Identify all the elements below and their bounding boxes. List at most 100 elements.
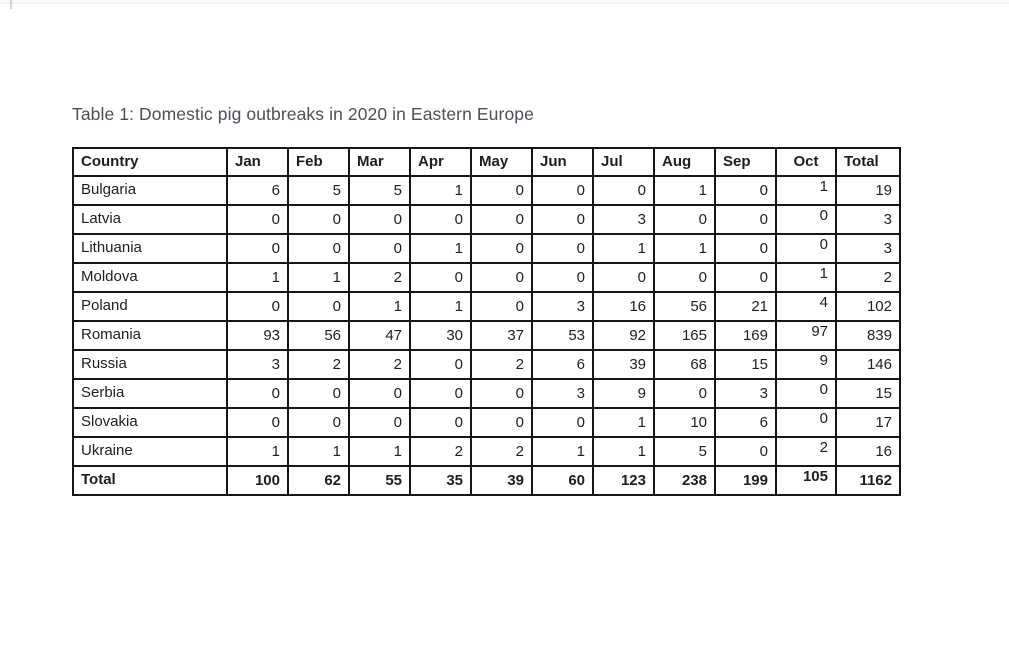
row-poland: Poland 0 0 1 1 0 3 16 56 21 4 102 <box>72 291 901 322</box>
row-bulgaria: Bulgaria 6 5 5 1 0 0 0 1 0 1 19 <box>72 175 901 206</box>
cell-jul: 0 <box>592 175 655 206</box>
cell-apr: 1 <box>409 175 472 206</box>
header-row: Country Jan Feb Mar Apr May Jun Jul Aug Sep Oct Tot… <box>72 147 901 177</box>
cell-sep: 0 <box>714 175 777 206</box>
cell-may: 0 <box>470 204 533 235</box>
cell-sep: 6 <box>714 407 777 438</box>
row-russia: Russia 3 2 2 0 2 6 39 68 15 9 146 <box>72 349 901 380</box>
cell-jun: 0 <box>531 175 594 206</box>
cell-country: Romania <box>72 320 228 351</box>
column-header-apr: Apr <box>409 147 472 177</box>
table-body: Bulgaria 6 5 5 1 0 0 0 1 0 1 19 Latvia 0 0 0 0 0 0 3 0 0 0 3 Lit… <box>72 175 901 496</box>
cell-jul: 1 <box>592 407 655 438</box>
cell-jul: 3 <box>592 204 655 235</box>
cell-jun: 0 <box>531 407 594 438</box>
cell-total: 15 <box>835 378 901 409</box>
cell-country: Lithuania <box>72 233 228 264</box>
cell-oct: 0 <box>775 407 837 438</box>
cell-oct: 2 <box>775 436 837 467</box>
cell-may: 0 <box>470 291 533 322</box>
cell-aug: 56 <box>653 291 716 322</box>
cell-feb: 0 <box>287 407 350 438</box>
cell-jul: 9 <box>592 378 655 409</box>
cell-mar: 0 <box>348 407 411 438</box>
cell-oct: 0 <box>775 233 837 264</box>
cell-jun: 3 <box>531 291 594 322</box>
cell-jul: 92 <box>592 320 655 351</box>
column-header-total: Total <box>835 147 901 177</box>
cell-country: Russia <box>72 349 228 380</box>
cell-feb: 56 <box>287 320 350 351</box>
cell-total: 146 <box>835 349 901 380</box>
cell-jan: 0 <box>226 378 289 409</box>
cell-apr: 0 <box>409 262 472 293</box>
cell-mar: 0 <box>348 378 411 409</box>
cell-jul: 1 <box>592 233 655 264</box>
cell-may: 0 <box>470 262 533 293</box>
cell-aug: 5 <box>653 436 716 467</box>
cell-feb: 2 <box>287 349 350 380</box>
cell-aug: 238 <box>653 465 716 496</box>
cell-country: Total <box>72 465 228 496</box>
table-caption: Table 1: Domestic pig outbreaks in 2020 … <box>72 104 534 124</box>
cell-total: 102 <box>835 291 901 322</box>
cell-oct: 1 <box>775 262 837 293</box>
cell-mar: 1 <box>348 436 411 467</box>
cell-jun: 0 <box>531 204 594 235</box>
cell-feb: 5 <box>287 175 350 206</box>
row-latvia: Latvia 0 0 0 0 0 0 3 0 0 0 3 <box>72 204 901 235</box>
cell-oct: 1 <box>775 175 837 206</box>
cell-oct: 97 <box>775 320 837 351</box>
row-lithuania: Lithuania 0 0 0 1 0 0 1 1 0 0 3 <box>72 233 901 264</box>
cell-sep: 21 <box>714 291 777 322</box>
cell-apr: 2 <box>409 436 472 467</box>
cell-aug: 0 <box>653 262 716 293</box>
cell-jun: 60 <box>531 465 594 496</box>
cell-mar: 1 <box>348 291 411 322</box>
cell-total: 19 <box>835 175 901 206</box>
cell-jan: 0 <box>226 233 289 264</box>
row-romania: Romania 93 56 47 30 37 53 92 165 169 97 839 <box>72 320 901 351</box>
cell-country: Serbia <box>72 378 228 409</box>
cell-mar: 0 <box>348 233 411 264</box>
cell-sep: 0 <box>714 233 777 264</box>
cell-may: 0 <box>470 378 533 409</box>
cell-jan: 0 <box>226 407 289 438</box>
cell-apr: 30 <box>409 320 472 351</box>
cell-jan: 0 <box>226 204 289 235</box>
cell-may: 0 <box>470 175 533 206</box>
cell-sep: 0 <box>714 204 777 235</box>
cell-sep: 0 <box>714 262 777 293</box>
cell-sep: 199 <box>714 465 777 496</box>
row-total: Total 100 62 55 35 39 60 123 238 199 105 1162 <box>72 465 901 496</box>
cell-total: 17 <box>835 407 901 438</box>
cell-oct: 0 <box>775 204 837 235</box>
cell-jun: 53 <box>531 320 594 351</box>
cell-aug: 10 <box>653 407 716 438</box>
column-header-may: May <box>470 147 533 177</box>
cell-mar: 55 <box>348 465 411 496</box>
row-serbia: Serbia 0 0 0 0 0 3 9 0 3 0 15 <box>72 378 901 409</box>
cell-apr: 0 <box>409 378 472 409</box>
column-header-jun: Jun <box>531 147 594 177</box>
cell-country: Ukraine <box>72 436 228 467</box>
cell-feb: 1 <box>287 262 350 293</box>
cell-apr: 1 <box>409 291 472 322</box>
cell-sep: 3 <box>714 378 777 409</box>
cell-oct: 105 <box>775 465 837 496</box>
cell-jun: 6 <box>531 349 594 380</box>
cell-country: Slovakia <box>72 407 228 438</box>
cell-apr: 0 <box>409 204 472 235</box>
cell-apr: 0 <box>409 349 472 380</box>
column-header-sep: Sep <box>714 147 777 177</box>
cell-total: 1162 <box>835 465 901 496</box>
cell-sep: 0 <box>714 436 777 467</box>
cell-jul: 123 <box>592 465 655 496</box>
cell-total: 839 <box>835 320 901 351</box>
cell-jun: 0 <box>531 262 594 293</box>
cell-apr: 0 <box>409 407 472 438</box>
cell-jan: 93 <box>226 320 289 351</box>
column-header-aug: Aug <box>653 147 716 177</box>
cell-total: 3 <box>835 204 901 235</box>
